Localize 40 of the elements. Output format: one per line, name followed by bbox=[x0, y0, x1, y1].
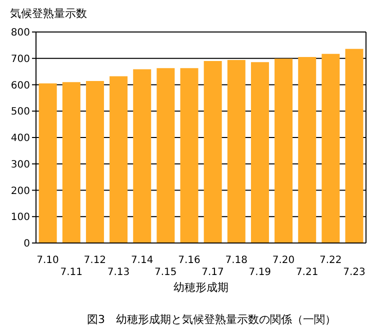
y-tick-label: 100 bbox=[10, 212, 30, 224]
x-tick-label: 7.16 bbox=[178, 255, 200, 266]
bar bbox=[86, 81, 104, 243]
bar bbox=[227, 60, 246, 243]
bar bbox=[345, 48, 364, 243]
x-tick-label: 7.15 bbox=[154, 267, 177, 278]
x-tick-label: 7.11 bbox=[60, 267, 82, 278]
x-tick-label: 7.18 bbox=[225, 255, 248, 266]
bar bbox=[250, 62, 269, 243]
y-tick-label: 500 bbox=[10, 106, 30, 118]
x-tick-label: 7.22 bbox=[320, 255, 342, 266]
y-tick-label: 200 bbox=[10, 186, 30, 197]
x-axis-title: 幼穂形成期 bbox=[172, 280, 230, 295]
bar bbox=[298, 57, 316, 243]
x-tick-label: 7.19 bbox=[248, 267, 272, 278]
x-tick-label: 7.13 bbox=[107, 267, 130, 278]
bar bbox=[62, 82, 80, 243]
y-tick-label: 300 bbox=[10, 159, 30, 170]
y-tick-label: 0 bbox=[24, 238, 30, 250]
x-tick-label: 7.20 bbox=[272, 255, 295, 266]
bar bbox=[156, 68, 175, 243]
x-tick-label: 7.14 bbox=[130, 255, 154, 266]
bar bbox=[180, 68, 198, 243]
x-tick-label: 7.12 bbox=[84, 255, 106, 266]
x-tick-label: 7.17 bbox=[202, 267, 224, 278]
caption: 図3 幼穂形成期と気候登熟量示数の関係（一関） bbox=[86, 312, 337, 327]
y-tick-label: 400 bbox=[10, 133, 30, 144]
y-axis-title: 気候登熟量示数 bbox=[10, 6, 87, 21]
y-tick-label: 800 bbox=[10, 28, 30, 39]
bar bbox=[204, 61, 222, 243]
bar bbox=[322, 54, 340, 243]
bar bbox=[110, 76, 128, 243]
y-tick-label: 600 bbox=[10, 80, 30, 92]
y-tick-label: 700 bbox=[10, 54, 30, 65]
bar bbox=[133, 69, 152, 243]
x-tick-label: 7.23 bbox=[343, 267, 366, 278]
x-tick-label: 7.10 bbox=[36, 255, 59, 266]
bar bbox=[38, 83, 57, 243]
bar bbox=[274, 58, 293, 243]
x-tick-label: 7.21 bbox=[296, 267, 318, 278]
